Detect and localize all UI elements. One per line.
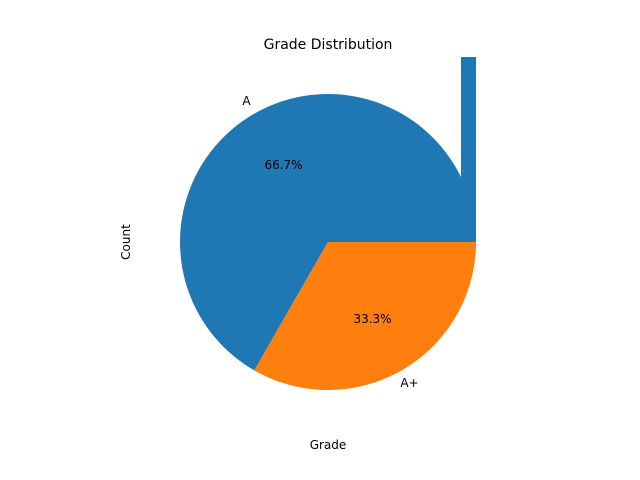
- category-label-a-plus: A+: [400, 376, 418, 390]
- pie-slice-a-plus: [254, 242, 476, 391]
- category-label-a: A: [242, 94, 251, 108]
- x-axis-label: Grade: [310, 438, 347, 452]
- top-bar-segment: [461, 57, 476, 242]
- percent-label-a: 66.7%: [264, 158, 302, 172]
- pie-slice-a: [180, 94, 477, 371]
- chart-title: Grade Distribution: [264, 37, 393, 53]
- pie-slices: [180, 94, 477, 391]
- percent-label-a-plus: 33.3%: [353, 312, 391, 326]
- y-axis-label: Count: [119, 224, 133, 260]
